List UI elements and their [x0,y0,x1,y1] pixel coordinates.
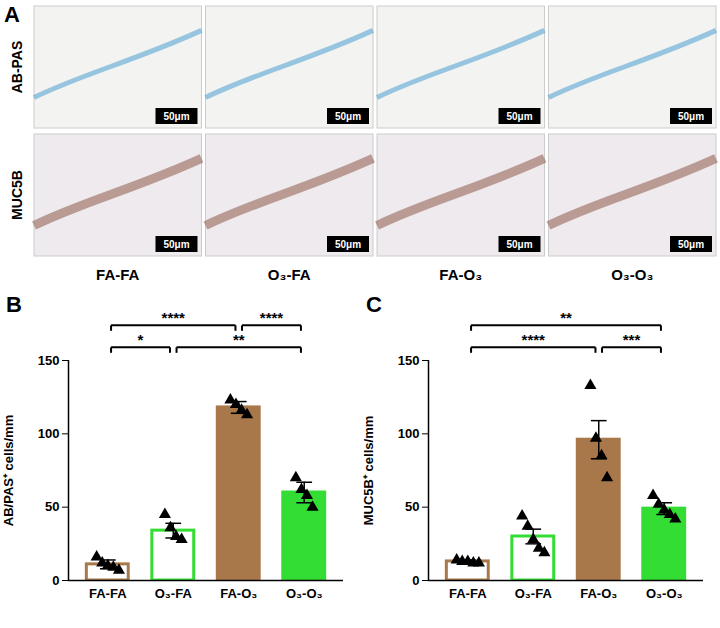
svg-text:A: A [4,2,20,27]
svg-text:50μm: 50μm [678,239,704,250]
svg-text:****: **** [522,331,546,348]
svg-text:****: **** [260,309,284,326]
svg-text:150: 150 [398,353,420,368]
svg-text:O₃-O₃: O₃-O₃ [611,266,653,283]
svg-text:FA-O₃: FA-O₃ [580,586,617,601]
svg-text:O₃-O₃: O₃-O₃ [286,586,323,601]
svg-text:100: 100 [38,426,60,441]
svg-text:**: ** [233,331,245,348]
svg-text:50μm: 50μm [163,111,189,122]
svg-text:AB/PAS⁺ cells/mm: AB/PAS⁺ cells/mm [1,415,16,526]
svg-text:MUC5B⁺ cells/mm: MUC5B⁺ cells/mm [361,416,376,525]
svg-text:FA-O₃: FA-O₃ [439,266,482,283]
svg-text:AB-PAS: AB-PAS [9,41,25,94]
svg-text:FA-FA: FA-FA [96,266,139,283]
svg-text:0: 0 [52,573,59,588]
svg-text:****: **** [162,309,186,326]
html-text:B: B [6,292,22,317]
svg-text:100: 100 [398,426,420,441]
html-text:C: C [366,292,382,317]
svg-text:MUC5B: MUC5B [9,170,25,220]
svg-text:50: 50 [405,499,419,514]
svg-text:50μm: 50μm [163,239,189,250]
svg-text:*: * [138,331,144,348]
svg-text:50μm: 50μm [335,239,361,250]
svg-text:50μm: 50μm [335,111,361,122]
svg-text:50μm: 50μm [678,111,704,122]
svg-text:150: 150 [38,353,60,368]
svg-text:FA-FA: FA-FA [449,586,487,601]
svg-text:0: 0 [412,573,419,588]
svg-text:**: ** [560,309,572,326]
svg-text:***: *** [623,331,641,348]
svg-text:50μm: 50μm [506,111,532,122]
svg-text:50μm: 50μm [506,239,532,250]
svg-text:FA-FA: FA-FA [89,586,127,601]
svg-text:FA-O₃: FA-O₃ [220,586,257,601]
svg-text:50: 50 [45,499,59,514]
svg-text:O₃-FA: O₃-FA [155,586,193,601]
svg-text:O₃-FA: O₃-FA [268,266,311,283]
svg-text:O₃-O₃: O₃-O₃ [646,586,683,601]
svg-text:O₃-FA: O₃-FA [515,586,553,601]
